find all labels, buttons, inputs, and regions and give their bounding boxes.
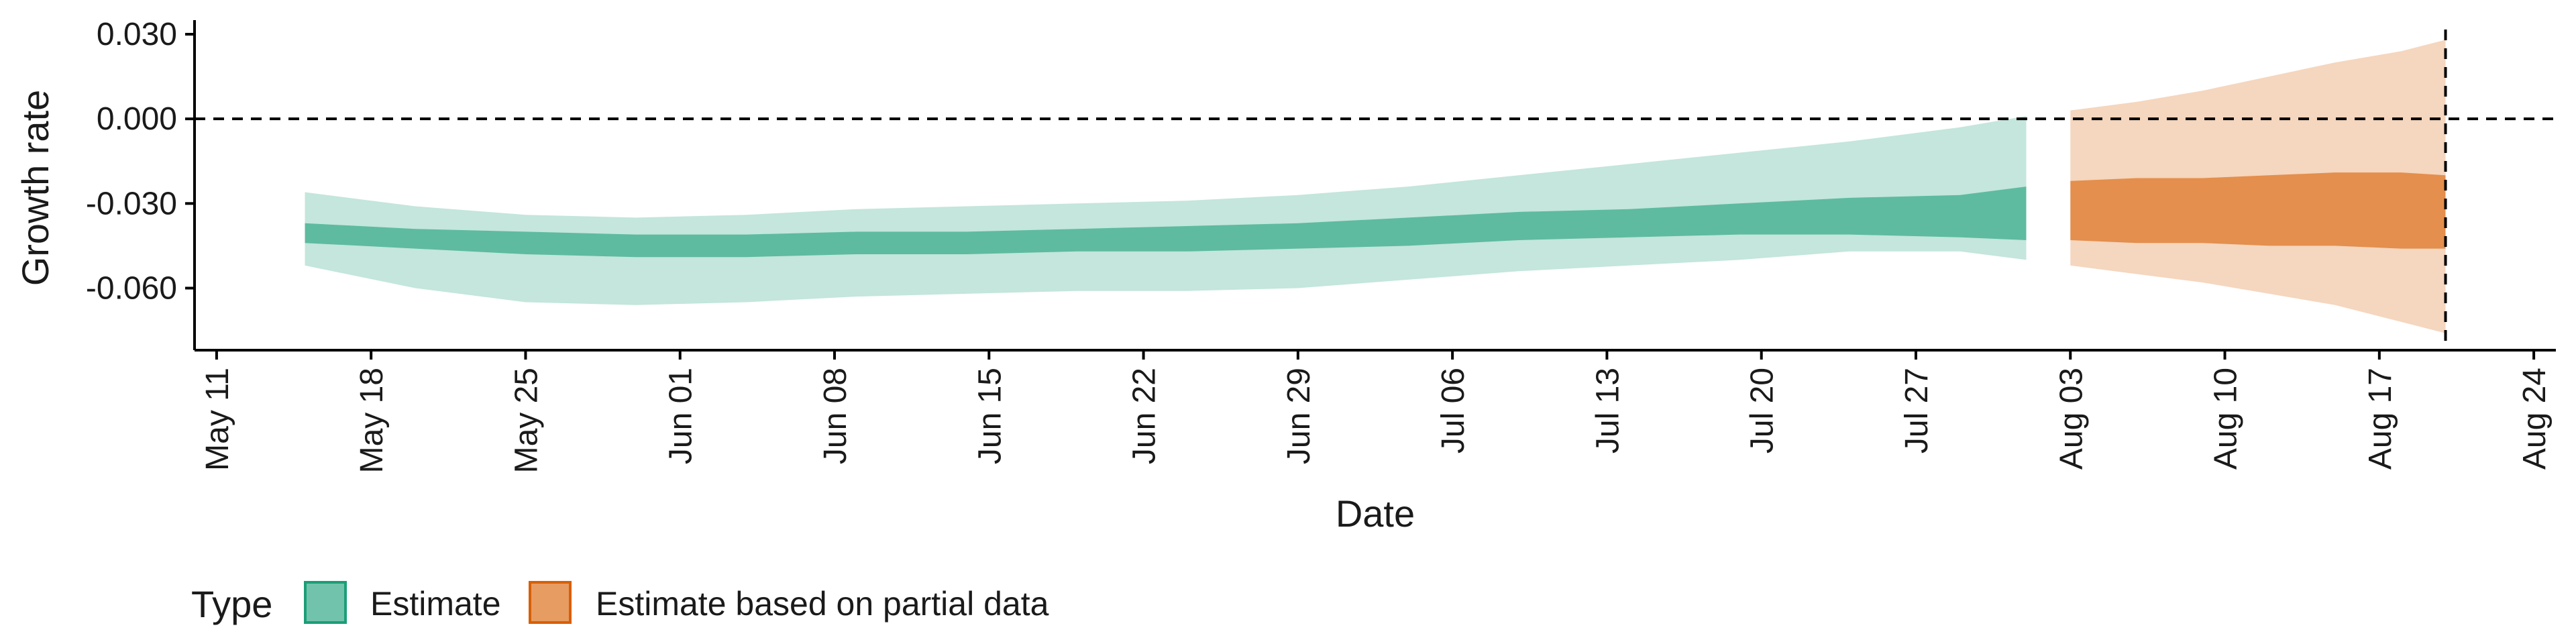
x-tick-label: Jul 13 bbox=[1590, 368, 1625, 453]
legend-swatch-partial bbox=[529, 581, 572, 624]
x-tick-label: May 11 bbox=[200, 368, 235, 471]
band-90-estimate bbox=[305, 116, 2027, 305]
band-50-estimate bbox=[305, 186, 2027, 258]
x-tick-label: Jun 08 bbox=[818, 368, 853, 464]
y-tick-label: 0.030 bbox=[97, 17, 177, 52]
x-tick-label: Jul 20 bbox=[1745, 368, 1780, 453]
y-axis-title: Growth rate bbox=[14, 90, 56, 286]
x-tick-label: Aug 17 bbox=[2363, 368, 2398, 470]
legend-label-estimate: Estimate bbox=[370, 585, 501, 623]
legend-title: Type bbox=[191, 583, 272, 625]
band-50-partial bbox=[2070, 172, 2446, 249]
x-tick-label: May 18 bbox=[354, 368, 390, 473]
legend-label-partial: Estimate based on partial data bbox=[596, 585, 1049, 623]
x-tick-label: Jul 06 bbox=[1436, 368, 1471, 453]
x-tick-label: May 25 bbox=[509, 368, 545, 473]
x-axis-title: Date bbox=[1336, 492, 1415, 535]
x-tick-label: Jun 01 bbox=[663, 368, 699, 464]
x-tick-label: Jun 15 bbox=[972, 368, 1008, 464]
y-tick-label: -0.060 bbox=[86, 270, 177, 306]
legend: Type Estimate Estimate based on partial … bbox=[191, 581, 1049, 625]
legend-swatch-estimate bbox=[304, 581, 347, 624]
x-tick-label: Aug 10 bbox=[2208, 368, 2244, 470]
x-tick-label: Jun 22 bbox=[1127, 368, 1163, 464]
axes-layer: 0.030 0.000 -0.030 -0.060 May 11 May 18 May 25… bbox=[86, 17, 2556, 473]
x-tick-label: Aug 03 bbox=[2053, 368, 2089, 470]
band-layer bbox=[305, 40, 2446, 333]
y-tick-label: -0.030 bbox=[86, 186, 177, 221]
reference-line-layer bbox=[195, 30, 2556, 350]
y-tick-label: 0.000 bbox=[97, 101, 177, 137]
x-tick-label: Aug 24 bbox=[2517, 368, 2553, 470]
x-tick-label: Jun 29 bbox=[1281, 368, 1317, 464]
x-tick-label: Jul 27 bbox=[1899, 368, 1935, 453]
